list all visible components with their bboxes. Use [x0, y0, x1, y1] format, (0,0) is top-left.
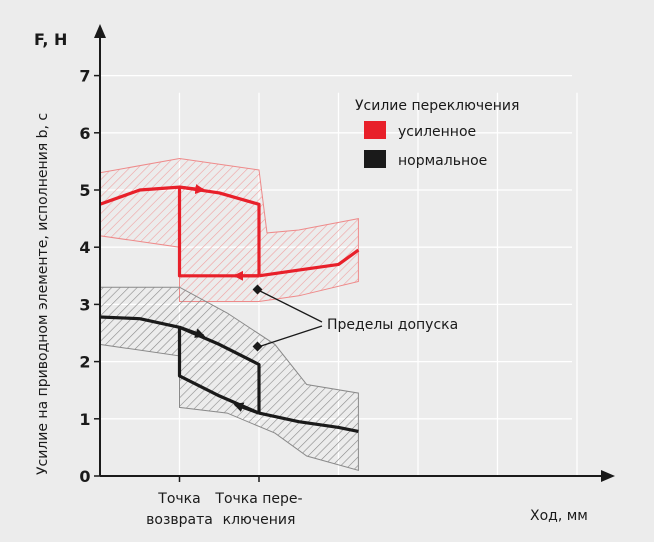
legend-swatch-normal — [364, 150, 386, 168]
series-normal-forward-arrow — [178, 325, 206, 338]
x-tick-label-0-line-0: Точка — [157, 491, 200, 507]
annotation-leader-red — [257, 289, 323, 323]
y-tick-label-4: 4 — [79, 238, 90, 257]
legend: Усилие переключения усиленное нормальное — [355, 98, 519, 169]
y-tick-label-3: 3 — [79, 295, 90, 314]
x-axis-label: Ход, мм — [530, 508, 588, 524]
x-tick-label-1-line-0: Точка пере- — [214, 491, 302, 507]
x-tick-label-1-line-1: ключения — [223, 512, 296, 528]
series-normal-tail — [258, 411, 359, 433]
annotation-dot-black — [252, 341, 263, 352]
legend-swatch-reinforced — [364, 121, 386, 139]
series-normal-return-arrow — [233, 402, 260, 415]
x-tick-label-0-line-1: возврата — [146, 512, 213, 528]
y-ticks: 0 1 2 3 4 5 6 7 — [79, 67, 100, 486]
series-lines — [99, 184, 360, 433]
legend-label-reinforced: усиленное — [398, 124, 476, 140]
y-tick-label-7: 7 — [79, 67, 90, 86]
annotation-label: Пределы допуска — [327, 317, 458, 333]
annotation-dot-red — [252, 284, 263, 295]
series-reinforced-forward-arrow — [179, 184, 206, 195]
y-tick-label-5: 5 — [79, 181, 90, 200]
y-axis-label: Усилие на приводном элементе, исполнения… — [35, 113, 51, 475]
y-tick-label-6: 6 — [79, 124, 90, 143]
y-tick-label-1: 1 — [79, 410, 90, 429]
tolerance-band-normal — [99, 286, 359, 471]
tolerance-annotation: Пределы допуска — [252, 284, 458, 352]
legend-label-normal: нормальное — [398, 153, 487, 169]
axes — [94, 24, 615, 482]
y-tick-label-2: 2 — [79, 353, 90, 372]
x-axis-arrow — [601, 470, 615, 482]
y-tick-label-0: 0 — [79, 467, 90, 486]
tolerance-band-reinforced — [99, 157, 359, 302]
annotation-leader-black — [257, 325, 323, 348]
y-axis-arrow — [94, 24, 106, 38]
y-unit-label: F, Н — [34, 30, 67, 49]
legend-title: Усилие переключения — [355, 98, 519, 114]
series-reinforced-tail — [258, 248, 360, 278]
